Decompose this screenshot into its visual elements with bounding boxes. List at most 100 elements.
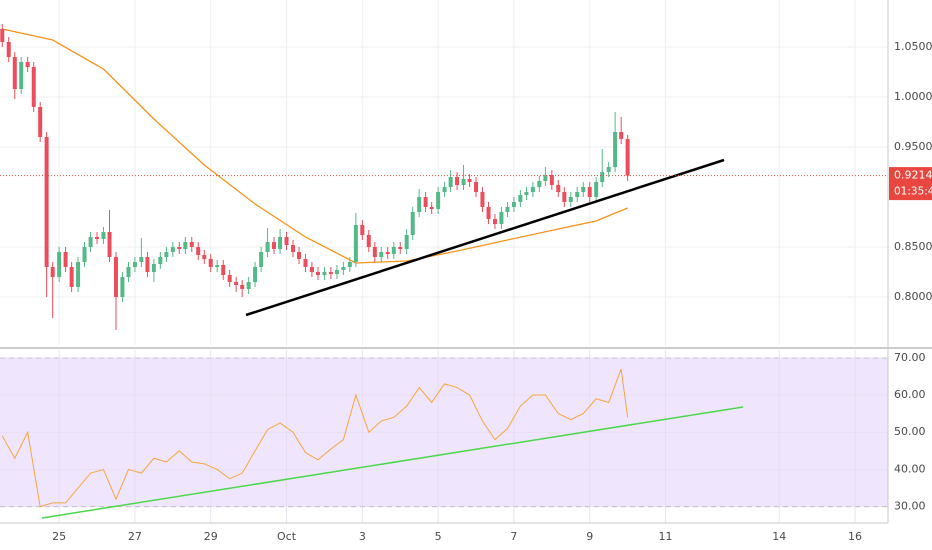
candle-body [278, 237, 283, 249]
candle-body [587, 187, 592, 197]
candle-body [126, 267, 131, 277]
candle-body [101, 232, 106, 239]
x-tick-label: 11 [659, 530, 673, 543]
candle-body [0, 29, 5, 42]
y-tick-label: 40.00 [894, 462, 926, 475]
candle-body [366, 235, 371, 247]
candle-body [575, 192, 580, 197]
candle-body [619, 132, 624, 139]
moving-average-line [2, 28, 628, 264]
candle-body [315, 272, 320, 275]
candle-body [606, 167, 611, 172]
candle-body [82, 247, 87, 262]
x-tick-label: 7 [510, 530, 517, 543]
candle-body [334, 270, 339, 274]
candle-body [594, 182, 599, 197]
candle-body [372, 247, 377, 257]
candle-body [208, 259, 213, 267]
y-tick-label: 30.00 [894, 500, 926, 513]
candle-body [480, 192, 485, 207]
candle-body [518, 195, 523, 202]
x-tick-label: 3 [359, 530, 366, 543]
candle-body [120, 277, 125, 297]
x-tick-label: 9 [586, 530, 593, 543]
rsi-line [1, 368, 629, 508]
candle-body [385, 252, 390, 254]
candle-body [448, 177, 453, 187]
candle-body [234, 282, 239, 285]
candle-body [107, 232, 112, 257]
rsi-trendline [41, 406, 744, 519]
candle-body [76, 262, 81, 287]
y-tick-label: 1.0500 [894, 40, 932, 53]
candle-body [227, 275, 232, 282]
candle-body [505, 207, 510, 212]
candle-body [499, 212, 504, 224]
candle-body [562, 192, 567, 202]
x-tick-label: 27 [128, 530, 142, 543]
candle-body [38, 107, 43, 137]
candle-body [189, 242, 194, 247]
candle-body [170, 247, 175, 252]
candle-body [341, 267, 346, 270]
y-tick-label: 1.0000 [894, 90, 932, 103]
candle-body [549, 175, 554, 185]
candle-body [423, 197, 428, 207]
candle-body [63, 252, 68, 267]
candle-body [139, 257, 144, 262]
candle-body [57, 252, 62, 277]
y-tick-label: 60.00 [894, 388, 926, 401]
candle-body [543, 175, 548, 181]
candle-body [44, 137, 49, 267]
candle-body [158, 257, 163, 264]
candle-body [556, 185, 561, 192]
candle-body [625, 139, 630, 176]
y-tick-label: 50.00 [894, 425, 926, 438]
candle-body [537, 181, 542, 187]
candle-body [164, 252, 169, 257]
candle-body [398, 247, 403, 249]
candle-body [177, 247, 182, 249]
candle-body [284, 237, 289, 245]
candle-body [360, 225, 365, 235]
candle-body [486, 207, 491, 219]
candle-body [31, 67, 36, 107]
x-tick-label: Oct [277, 530, 297, 543]
candle-body [347, 262, 352, 267]
candle-body [524, 192, 529, 195]
candle-body [19, 62, 24, 89]
candle-body [151, 264, 156, 272]
candle-body [581, 187, 586, 192]
candle-body [113, 257, 118, 297]
candle-body [417, 197, 422, 212]
candle-body [253, 267, 258, 282]
candle-body [25, 62, 30, 67]
candle-body [568, 197, 573, 202]
candle-body [379, 252, 384, 257]
candle-body [353, 225, 358, 262]
last-price-label: 0.9214 [894, 169, 932, 182]
candle-body [221, 265, 226, 275]
candle-body [50, 267, 55, 277]
x-tick-label: 16 [848, 530, 862, 543]
candle-body [95, 237, 100, 239]
candle-body [322, 272, 327, 275]
candle-body [88, 237, 93, 247]
candle-body [196, 247, 201, 255]
candle-body [297, 252, 302, 259]
candle-body [303, 259, 308, 267]
candle-body [265, 242, 270, 252]
y-tick-label: 0.8500 [894, 240, 932, 253]
x-tick-label: 25 [52, 530, 66, 543]
candle-body [183, 242, 188, 249]
candle-body [461, 179, 466, 185]
x-tick-label: 5 [435, 530, 442, 543]
candle-body [600, 172, 605, 182]
candle-body [132, 262, 137, 267]
candle-body [12, 57, 17, 89]
candle-body [328, 272, 333, 274]
candle-body [429, 207, 434, 209]
